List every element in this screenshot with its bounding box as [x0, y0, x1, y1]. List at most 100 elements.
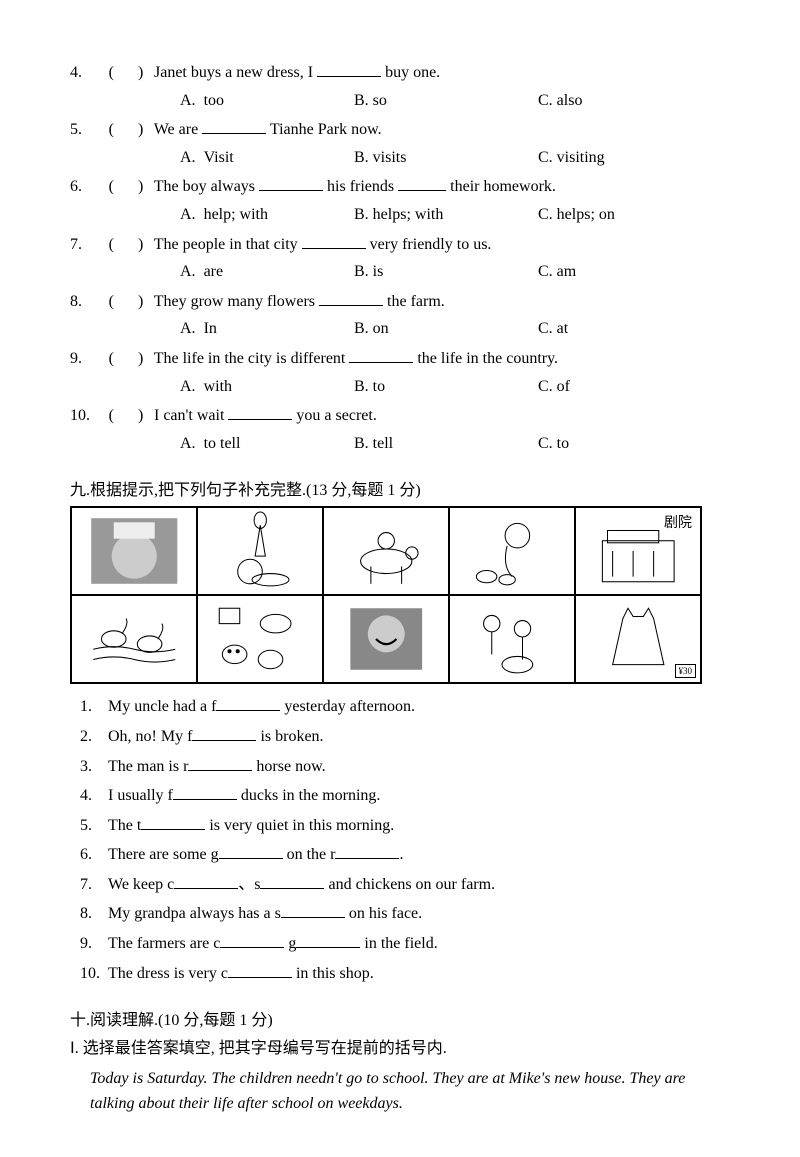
answer-paren[interactable]: ( ): [102, 232, 150, 258]
img-cell-farm-animals: [197, 595, 323, 683]
blank[interactable]: [141, 815, 205, 830]
option-b[interactable]: B. to: [354, 374, 534, 400]
option-b[interactable]: B. visits: [354, 145, 534, 171]
fill-row: 10.The dress is very c in this shop.: [80, 961, 730, 987]
fill-row: 9.The farmers are c g in the field.: [80, 931, 730, 957]
question-text: Janet buys a new dress, I buy one.: [154, 64, 440, 81]
option-a[interactable]: A. with: [180, 374, 350, 400]
question-text: The life in the city is different the li…: [154, 350, 558, 367]
options-row: A. help; with B. helps; with C. helps; o…: [180, 202, 730, 228]
fill-row: 5.The t is very quiet in this morning.: [80, 813, 730, 839]
option-b[interactable]: B. is: [354, 259, 534, 285]
fill-row: 4.I usually f ducks in the morning.: [80, 783, 730, 809]
blank[interactable]: [259, 176, 323, 191]
fill-row: 2.Oh, no! My f is broken.: [80, 724, 730, 750]
options-row: A. Visit B. visits C. visiting: [180, 145, 730, 171]
reading-passage: Today is Saturday. The children needn't …: [90, 1066, 710, 1117]
blank[interactable]: [228, 405, 292, 420]
image-grid: 剧院 ¥30: [70, 506, 702, 684]
option-b[interactable]: B. helps; with: [354, 202, 534, 228]
fill-row: 1.My uncle had a f yesterday afternoon.: [80, 694, 730, 720]
img-cell-dress: ¥30: [575, 595, 701, 683]
theater-label: 剧院: [664, 512, 692, 532]
img-cell-farmers-field: [449, 595, 575, 683]
fill-blank-section: 1.My uncle had a f yesterday afternoon. …: [70, 694, 730, 986]
blank[interactable]: [398, 176, 446, 191]
option-c[interactable]: C. of: [538, 374, 678, 400]
blank[interactable]: [302, 234, 366, 249]
fill-row: 7.We keep c、s and chickens on our farm.: [80, 872, 730, 898]
answer-paren[interactable]: ( ): [102, 60, 150, 86]
blank[interactable]: [335, 844, 399, 859]
options-row: A. too B. so C. also: [180, 88, 730, 114]
answer-paren[interactable]: ( ): [102, 346, 150, 372]
question-number: 10.: [70, 403, 98, 429]
img-cell-riding: [323, 507, 449, 595]
blank[interactable]: [173, 785, 237, 800]
option-c[interactable]: C. am: [538, 259, 678, 285]
blank[interactable]: [349, 348, 413, 363]
question-text: I can't wait you a secret.: [154, 407, 377, 424]
question-number: 7.: [70, 232, 98, 258]
option-b[interactable]: B. tell: [354, 431, 534, 457]
section-10-subtitle: Ⅰ. 选择最佳答案填空, 把其字母编号写在提前的括号内.: [70, 1036, 730, 1062]
option-a[interactable]: A. help; with: [180, 202, 350, 228]
blank[interactable]: [216, 696, 280, 711]
fill-row: 8.My grandpa always has a s on his face.: [80, 901, 730, 927]
blank[interactable]: [319, 291, 383, 306]
multiple-choice-section: 4. ( ) Janet buys a new dress, I buy one…: [70, 60, 730, 456]
blank[interactable]: [260, 874, 324, 889]
question-number: 5.: [70, 117, 98, 143]
answer-paren[interactable]: ( ): [102, 117, 150, 143]
question-row: 9. ( ) The life in the city is different…: [70, 346, 730, 372]
options-row: A. to tell B. tell C. to: [180, 431, 730, 457]
img-cell-finger: [197, 507, 323, 595]
section-10-title: 十.阅读理解.(10 分,每题 1 分): [70, 1006, 730, 1030]
option-a[interactable]: A. to tell: [180, 431, 350, 457]
img-cell-grandpa-smile: [323, 595, 449, 683]
img-cell-feed-ducks: [449, 507, 575, 595]
blank[interactable]: [220, 933, 284, 948]
img-cell-fever: [71, 507, 197, 595]
answer-paren[interactable]: ( ): [102, 174, 150, 200]
blank[interactable]: [188, 756, 252, 771]
question-number: 8.: [70, 289, 98, 315]
option-c[interactable]: C. to: [538, 431, 678, 457]
question-number: 4.: [70, 60, 98, 86]
option-a[interactable]: A. too: [180, 88, 350, 114]
blank[interactable]: [317, 62, 381, 77]
question-text: The people in that city very friendly to…: [154, 236, 492, 253]
option-c[interactable]: C. visiting: [538, 145, 678, 171]
option-a[interactable]: A. are: [180, 259, 350, 285]
options-row: A. with B. to C. of: [180, 374, 730, 400]
blank[interactable]: [174, 874, 238, 889]
blank[interactable]: [202, 119, 266, 134]
option-c[interactable]: C. also: [538, 88, 678, 114]
option-a[interactable]: A. Visit: [180, 145, 350, 171]
option-b[interactable]: B. so: [354, 88, 534, 114]
img-cell-geese-river: [71, 595, 197, 683]
answer-paren[interactable]: ( ): [102, 403, 150, 429]
price-tag: ¥30: [675, 664, 697, 678]
question-text: They grow many flowers the farm.: [154, 293, 445, 310]
blank[interactable]: [228, 963, 292, 978]
option-b[interactable]: B. on: [354, 316, 534, 342]
options-row: A. are B. is C. am: [180, 259, 730, 285]
option-c[interactable]: C. helps; on: [538, 202, 678, 228]
blank[interactable]: [281, 903, 345, 918]
option-c[interactable]: C. at: [538, 316, 678, 342]
question-row: 5. ( ) We are Tianhe Park now.: [70, 117, 730, 143]
blank[interactable]: [296, 933, 360, 948]
blank[interactable]: [219, 844, 283, 859]
question-text: We are Tianhe Park now.: [154, 121, 382, 138]
fill-row: 6.There are some g on the r.: [80, 842, 730, 868]
answer-paren[interactable]: ( ): [102, 289, 150, 315]
section-9-title: 九.根据提示,把下列句子补充完整.(13 分,每题 1 分): [70, 476, 730, 500]
blank[interactable]: [192, 726, 256, 741]
fill-row: 3.The man is r horse now.: [80, 754, 730, 780]
question-row: 10. ( ) I can't wait you a secret.: [70, 403, 730, 429]
question-number: 6.: [70, 174, 98, 200]
option-a[interactable]: A. In: [180, 316, 350, 342]
question-row: 4. ( ) Janet buys a new dress, I buy one…: [70, 60, 730, 86]
question-row: 6. ( ) The boy always his friends their …: [70, 174, 730, 200]
